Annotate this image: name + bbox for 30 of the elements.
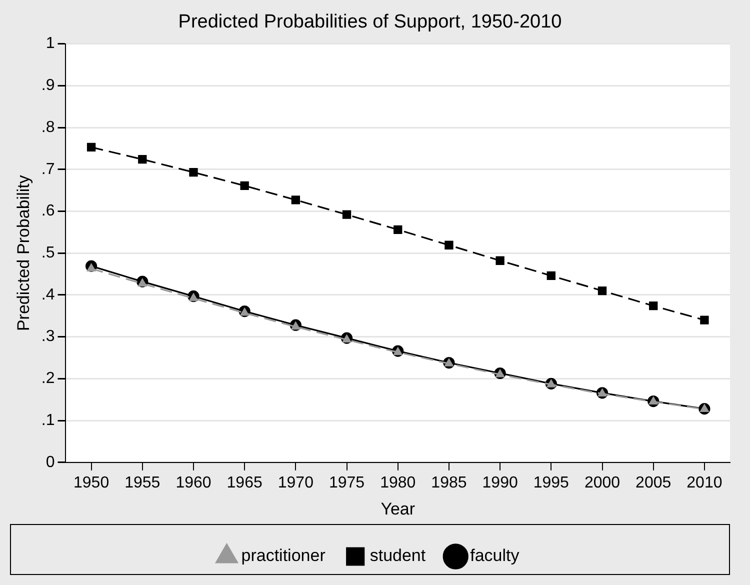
y-tick-label: .1 [41,412,55,429]
y-tick-label: 0 [46,454,55,471]
y-tick-label: .6 [41,202,55,220]
y-tick-label: .3 [41,328,55,346]
x-tick-label: 1995 [533,474,570,492]
x-tick-label: 2010 [686,474,722,492]
legend-label: faculty [470,546,520,566]
x-tick-label: 2005 [636,474,672,492]
x-tick-label: 2000 [584,474,620,492]
legend-label: practitioner [241,546,326,566]
y-tick-label: .4 [41,286,55,304]
y-tick-label: .5 [41,244,55,262]
x-tick-label: 1980 [380,474,416,492]
x-axis-title: Year [380,499,416,518]
y-axis-title: Predicted Probability [14,174,33,332]
x-tick-label: 1970 [278,474,314,492]
x-tick-label: 1985 [431,474,467,492]
legend-label: student [370,546,426,566]
y-tick-label: .7 [41,160,55,178]
y-tick-label: .2 [41,370,55,388]
y-tick-label: 1 [46,35,55,52]
x-tick-label: 1955 [124,474,160,492]
x-tick-label: 1990 [482,474,518,492]
y-tick-label: .9 [41,77,55,94]
y-tick-label: .8 [41,118,55,136]
x-tick-label: 1975 [328,474,365,492]
x-tick-label: 1950 [73,474,110,492]
x-tick-label: 1965 [226,474,262,492]
chart-title: Predicted Probabilities of Support, 1950-2010 [178,12,562,33]
x-tick-label: 1960 [176,474,212,492]
